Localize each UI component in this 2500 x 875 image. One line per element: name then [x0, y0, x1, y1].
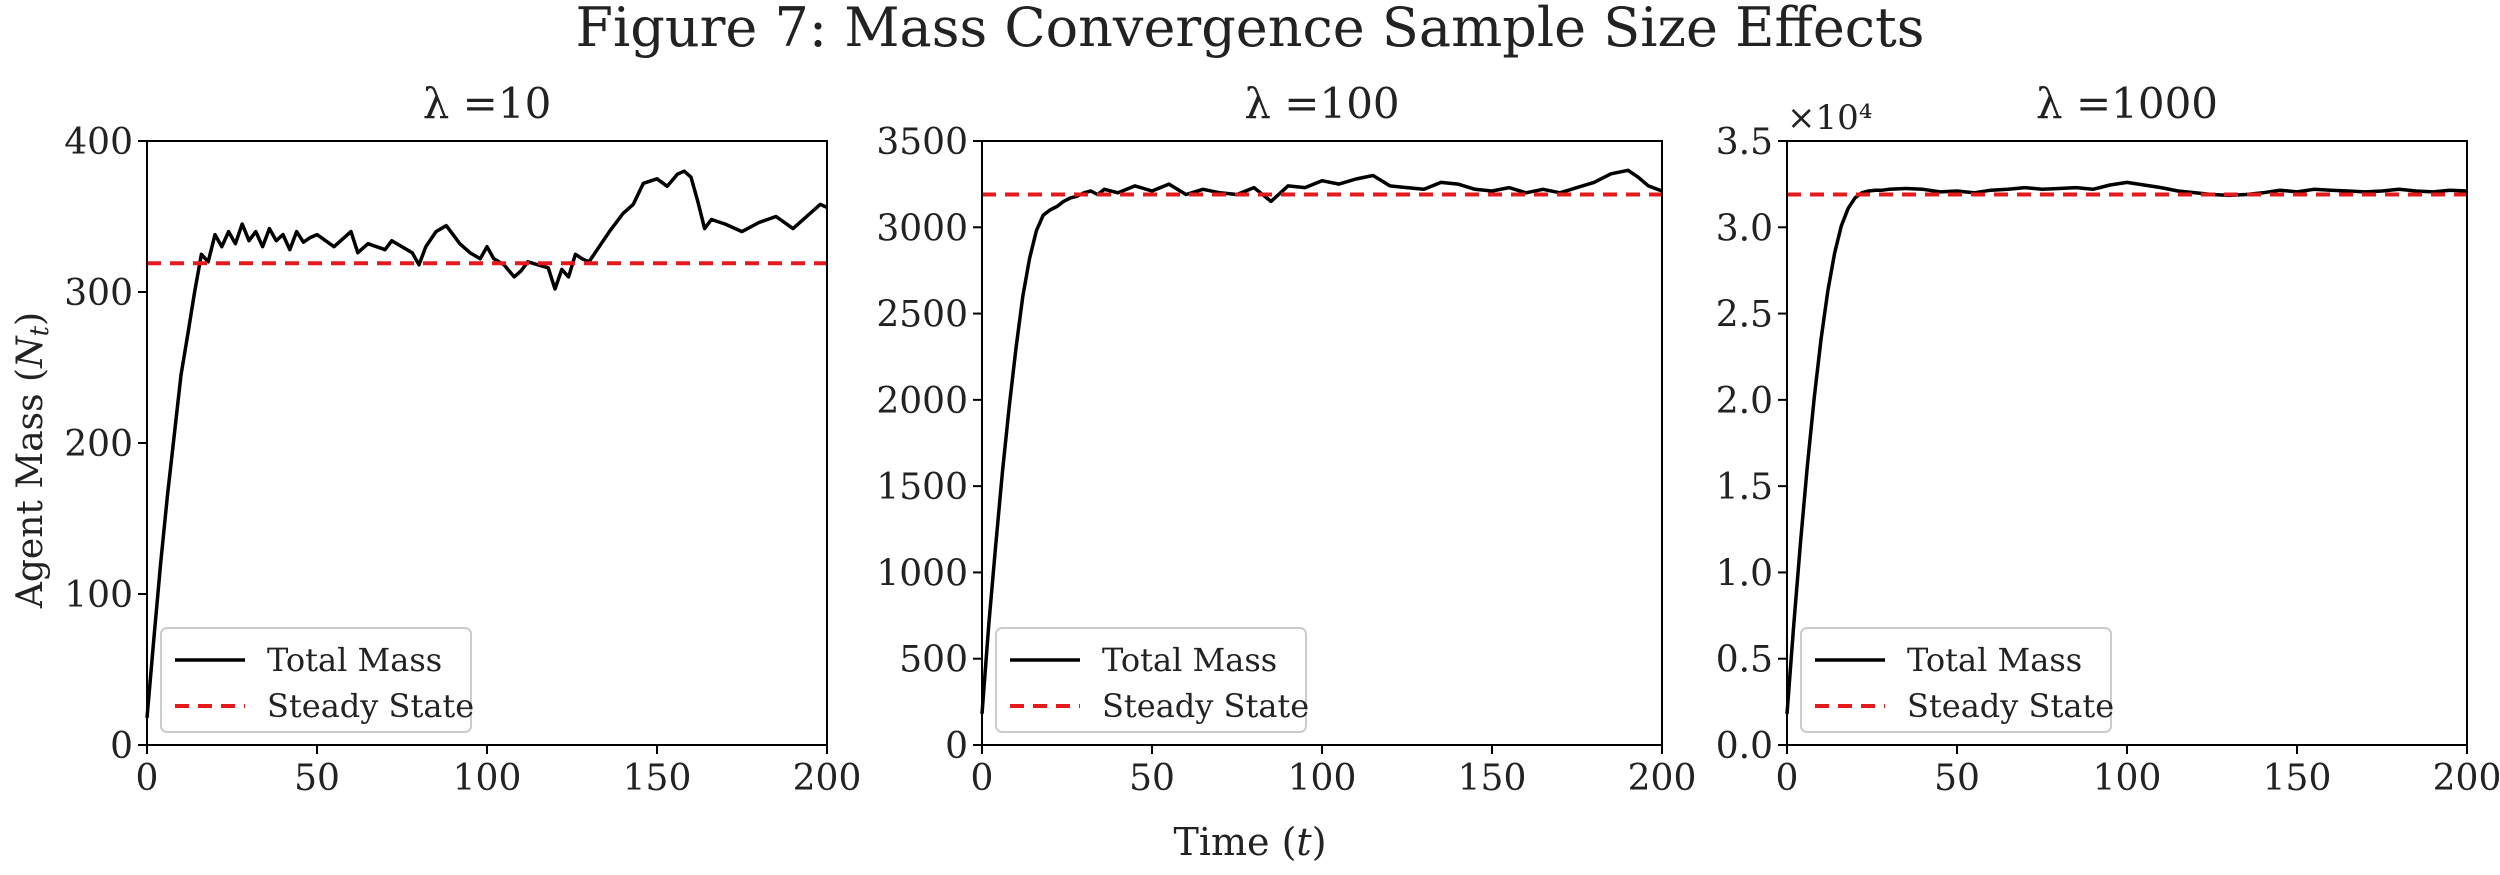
legend-box — [160, 627, 472, 733]
x-tick-label: 100 — [453, 758, 522, 799]
legend: Total Mass Steady State — [160, 627, 474, 733]
shared-y-axis-label: Agent Mass (Nt) — [10, 312, 55, 609]
x-label-close: ) — [1312, 820, 1327, 864]
x-tick-label: 200 — [2433, 758, 2500, 799]
x-label-var: t — [1296, 820, 1312, 864]
x-tick-label: 100 — [2093, 758, 2162, 799]
x-tick-label: 150 — [2263, 758, 2332, 799]
x-tick-label: 50 — [294, 758, 340, 799]
subplot-title: λ =1000 — [2036, 79, 2218, 128]
y-tick-label: 0.5 — [1716, 640, 1773, 681]
x-tick-label: 200 — [793, 758, 862, 799]
legend: Total Mass Steady State — [1800, 627, 2114, 733]
panel-1: λ =10 0 50 100 150 200 0 100 200 300 400 Total Mass… — [64, 79, 861, 799]
legend-total-mass-label: Total Mass — [267, 641, 442, 679]
y-tick-label: 3500 — [876, 122, 968, 163]
y-tick-label: 500 — [899, 640, 968, 681]
y-label-sub: t — [25, 325, 55, 336]
y-tick-label: 1.5 — [1716, 467, 1773, 508]
x-label-text: Time ( — [1173, 820, 1296, 864]
y-tick-label: 300 — [64, 273, 133, 314]
legend-box — [1800, 627, 2112, 733]
y-tick-label: 200 — [64, 424, 133, 465]
y-tick-label: 3.5 — [1716, 122, 1773, 163]
y-tick-label: 2.5 — [1716, 295, 1773, 336]
legend-steady-state-label: Steady State — [267, 687, 474, 725]
legend-total-mass-label: Total Mass — [1907, 641, 2082, 679]
x-tick-label: 0 — [971, 758, 994, 799]
y-label-close: ) — [10, 312, 51, 326]
x-tick-label: 100 — [1288, 758, 1357, 799]
x-tick-label: 0 — [1776, 758, 1799, 799]
total-mass-line — [145, 169, 828, 718]
y-tick-label: 400 — [64, 122, 133, 163]
panel-2: λ =1000 50 100 150 2000500100015002000250030… — [876, 79, 1696, 799]
panel-3: λ =1000 0 50 100 150 200 0.0 0.5 1.0 1.5 2.0 2.5 3.0… — [1716, 79, 2500, 799]
legend-box — [995, 627, 1307, 733]
subplot-title: λ =100 — [1244, 79, 1399, 128]
y-tick-label: 1500 — [876, 467, 968, 508]
legend: Total Mass Steady State — [995, 627, 1309, 733]
y-tick-label: 3000 — [876, 208, 968, 249]
y-tick-label: 2500 — [876, 295, 968, 336]
x-tick-label: 150 — [623, 758, 692, 799]
legend-steady-state-label: Steady State — [1907, 687, 2114, 725]
y-tick-label: 0 — [945, 726, 968, 767]
shared-x-axis-label: Time (t) — [1173, 820, 1326, 864]
y-tick-label: 3.0 — [1716, 208, 1773, 249]
subplot-title: λ =10 — [423, 79, 552, 128]
x-tick-label: 150 — [1458, 758, 1527, 799]
x-tick-label: 50 — [1934, 758, 1980, 799]
y-label-var: N — [10, 335, 51, 369]
total-mass-line — [1785, 180, 2468, 715]
y-tick-label: 2000 — [876, 381, 968, 422]
y-tick-label: 1000 — [876, 553, 968, 594]
x-tick-label: 0 — [136, 758, 159, 799]
axis-multiplier: ×10⁴ — [1787, 98, 1872, 138]
figure-title: Figure 7: Mass Convergence Sample Size E… — [576, 0, 1925, 59]
y-tick-label: 0 — [110, 726, 133, 767]
y-label-text: Agent Mass ( — [10, 368, 51, 609]
legend-total-mass-label: Total Mass — [1102, 641, 1277, 679]
legend-steady-state-label: Steady State — [1102, 687, 1309, 725]
x-tick-label: 50 — [1129, 758, 1175, 799]
y-tick-label: 100 — [64, 575, 133, 616]
y-tick-label: 0.0 — [1716, 726, 1773, 767]
x-tick-label: 200 — [1628, 758, 1697, 799]
y-tick-label: 1.0 — [1716, 553, 1773, 594]
y-tick-label: 2.0 — [1716, 381, 1773, 422]
